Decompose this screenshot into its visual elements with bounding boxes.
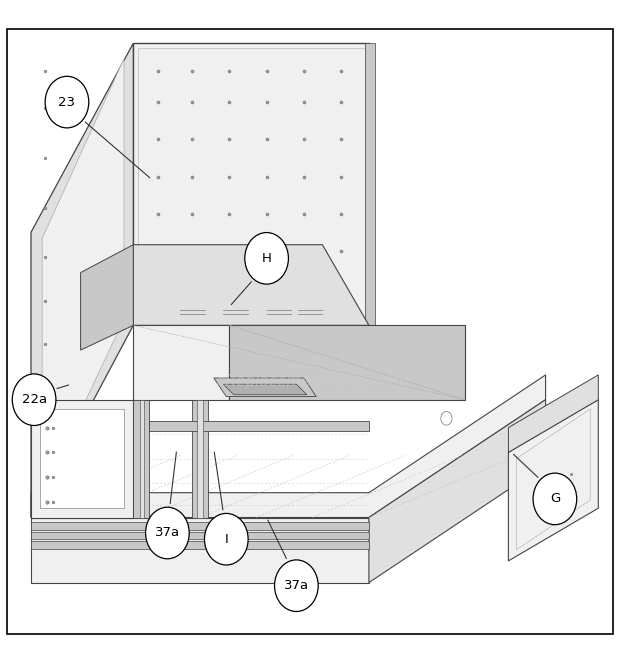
Polygon shape [31,532,369,539]
Polygon shape [133,245,369,326]
Ellipse shape [245,233,288,284]
Text: G: G [550,493,560,505]
Text: 22a: 22a [22,393,46,406]
Polygon shape [197,400,203,518]
Polygon shape [133,400,149,518]
Polygon shape [31,43,133,518]
Ellipse shape [275,560,318,611]
Polygon shape [81,245,133,350]
Polygon shape [133,326,465,400]
Polygon shape [31,375,546,518]
Polygon shape [508,400,598,561]
Polygon shape [133,326,229,400]
Polygon shape [138,48,365,320]
Polygon shape [40,409,124,509]
Ellipse shape [533,473,577,524]
Polygon shape [516,409,590,550]
Polygon shape [133,43,369,326]
Ellipse shape [205,513,248,565]
Polygon shape [223,384,307,394]
Text: H: H [262,252,272,265]
Text: eReplacementParts.com: eReplacementParts.com [216,373,404,389]
Polygon shape [140,400,144,518]
Ellipse shape [146,507,189,559]
Polygon shape [42,59,124,493]
Polygon shape [192,400,208,518]
Ellipse shape [45,76,89,128]
Polygon shape [31,518,369,583]
Polygon shape [31,400,133,518]
Polygon shape [365,43,375,326]
Polygon shape [31,541,369,548]
Text: I: I [224,532,228,546]
Polygon shape [508,375,598,452]
Ellipse shape [12,374,56,426]
Polygon shape [149,422,369,431]
Polygon shape [369,400,546,583]
Text: 37a: 37a [155,526,180,540]
Polygon shape [229,326,465,400]
Text: 23: 23 [58,95,76,109]
Polygon shape [214,378,316,396]
Text: 37a: 37a [284,579,309,592]
Polygon shape [31,522,369,530]
